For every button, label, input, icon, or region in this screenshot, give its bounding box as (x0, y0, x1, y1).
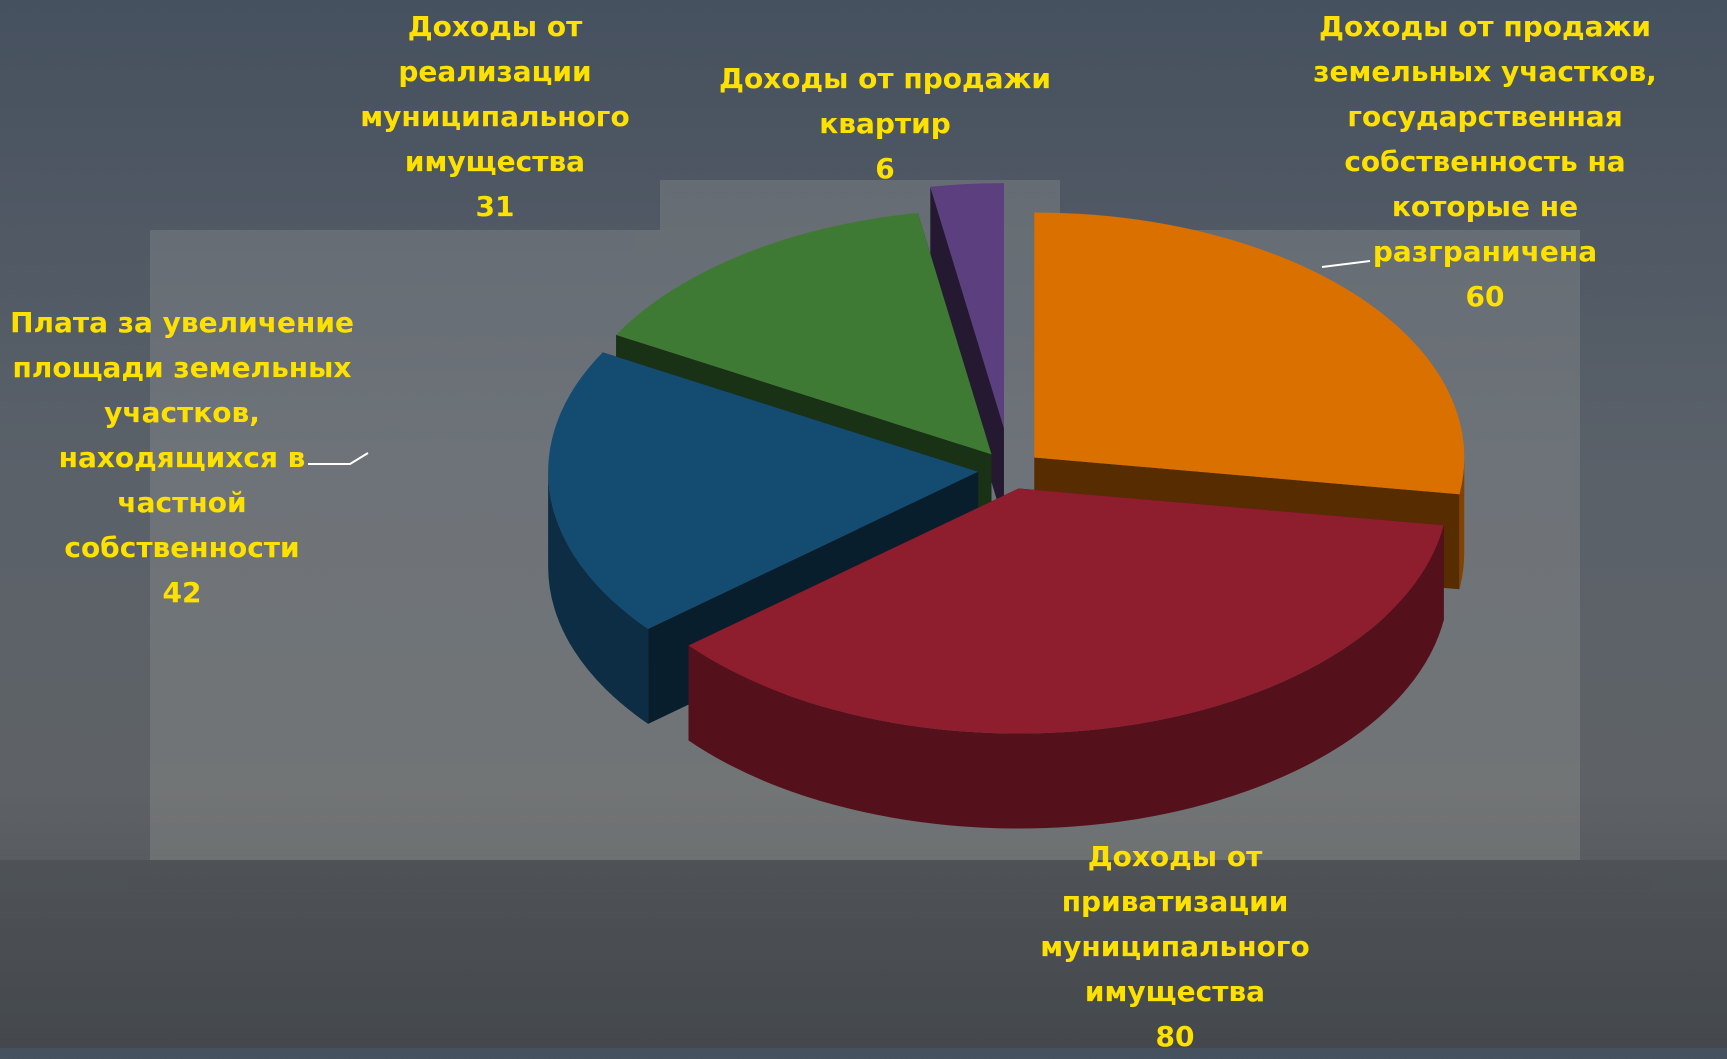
value-label: 80 (1155, 1020, 1195, 1053)
slice-top (688, 488, 1444, 734)
category-label: Доходы от продажи квартир (719, 62, 1051, 140)
slice-top (1034, 212, 1465, 495)
data-label: Доходы от реализации муниципального имущ… (350, 4, 640, 229)
slice-wall (548, 471, 649, 724)
slice (688, 488, 1444, 829)
data-label: Доходы от приватизации муниципального им… (1020, 834, 1330, 1059)
category-label: Доходы от реализации муниципального имущ… (360, 10, 630, 178)
data-label: Доходы от продажи квартир 6 (715, 56, 1055, 191)
slice-top (616, 212, 992, 455)
category-label: Доходы от продажи земельных участков, го… (1313, 10, 1657, 268)
category-label: Доходы от приватизации муниципального им… (1040, 840, 1310, 1008)
data-label: Доходы от продажи земельных участков, го… (1300, 4, 1670, 319)
slice-wall (688, 525, 1444, 829)
value-label: 60 (1465, 280, 1505, 313)
slice-top (548, 352, 979, 629)
leader-line (308, 452, 369, 465)
value-label: 42 (162, 576, 202, 609)
value-label: 31 (475, 190, 515, 223)
leader-line (1321, 260, 1371, 268)
slice-wall (1459, 457, 1465, 590)
value-label: 6 (875, 152, 895, 185)
data-label: Плата за увеличение площади земельных уч… (2, 300, 362, 615)
category-label: Плата за увеличение площади земельных уч… (10, 306, 354, 564)
pie (548, 183, 1465, 829)
slice-top (930, 183, 1004, 429)
